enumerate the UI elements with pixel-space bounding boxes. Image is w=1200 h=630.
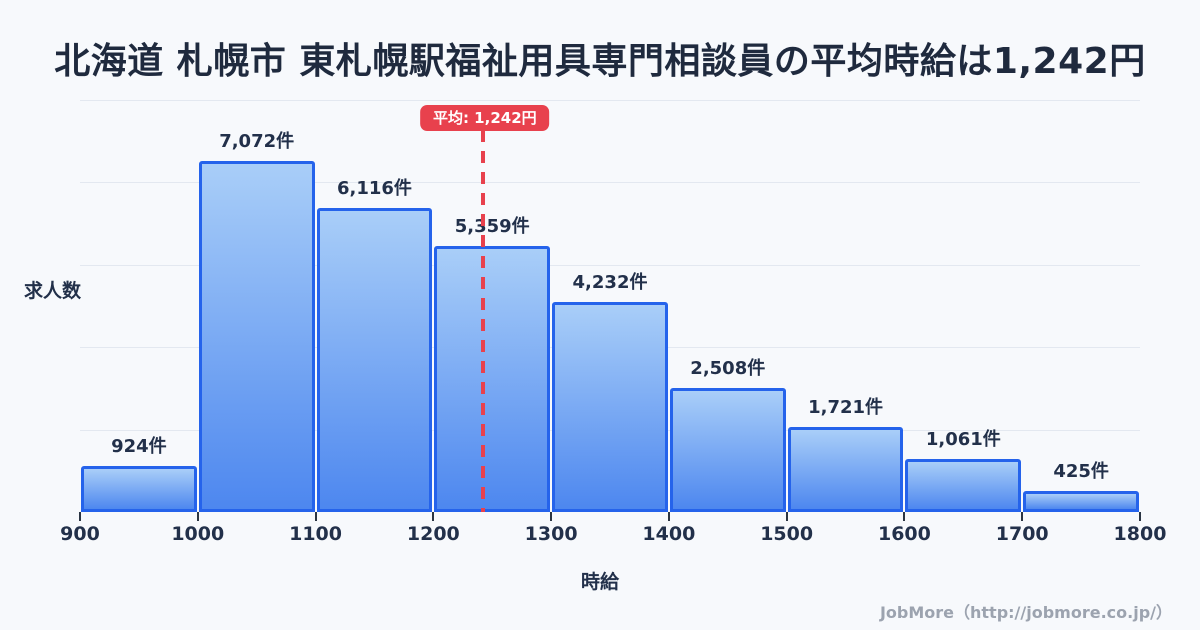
x-axis-label: 時給 — [580, 571, 619, 593]
x-axis-tick — [196, 512, 199, 521]
histogram-bar — [787, 426, 904, 512]
bar-value-label: 924件 — [111, 436, 167, 458]
x-axis-tick — [903, 512, 906, 521]
x-axis-tick — [1021, 512, 1024, 521]
histogram-bar — [81, 466, 197, 512]
x-axis-tick — [79, 512, 81, 521]
x-axis-tick — [432, 512, 435, 521]
y-axis-label: 求人数 — [24, 280, 82, 302]
bar-value-label: 1,061件 — [925, 429, 1001, 451]
histogram-bar — [669, 387, 786, 512]
histogram-bar — [198, 160, 315, 512]
histogram-bar — [552, 301, 668, 512]
x-axis-tick-label: 1700 — [995, 523, 1049, 545]
x-axis-tick — [550, 512, 553, 521]
bar-value-label: 6,116件 — [336, 178, 412, 200]
x-axis-tick-label: 1500 — [760, 523, 814, 545]
histogram-bar — [905, 459, 1022, 512]
bar-value-label: 425件 — [1053, 460, 1109, 482]
x-axis-tick — [314, 512, 317, 521]
page-title: 北海道 札幌市 東札幌駅福祉用具専門相談員の平均時給は1,242円 — [54, 41, 1146, 82]
bar-value-label: 5,359件 — [454, 216, 530, 237]
x-axis-tick-label: 1300 — [524, 523, 578, 545]
gridline — [80, 182, 1140, 184]
x-axis-tick — [1139, 512, 1141, 521]
bar-value-label: 7,072件 — [219, 130, 295, 152]
x-axis-tick-label: 1800 — [1113, 523, 1167, 545]
histogram-bar — [316, 208, 433, 512]
average-line — [480, 130, 485, 512]
histogram-bar — [434, 246, 551, 512]
histogram-bar — [1023, 490, 1139, 512]
gridline — [80, 100, 1140, 101]
gridline — [80, 264, 1140, 266]
bar-value-label: 2,508件 — [690, 357, 766, 379]
bar-value-label: 1,721件 — [808, 396, 884, 418]
x-axis-tick-label: 900 — [60, 523, 100, 545]
x-axis-tick-label: 1200 — [406, 523, 460, 545]
x-axis-tick-label: 1100 — [289, 523, 342, 545]
hourly-wage-histogram: 924件 7,072件 6,116件 5,359件 4,232件 2,508件 1,721件… — [60, 100, 1166, 545]
x-axis-tick-label: 1600 — [877, 523, 931, 545]
x-axis-tick-label: 1400 — [642, 523, 696, 545]
x-axis-tick — [785, 512, 788, 521]
average-badge: 平均: 1,242円 — [419, 105, 550, 131]
bar-value-label: 4,232件 — [572, 271, 648, 293]
x-axis-tick — [667, 512, 670, 521]
x-axis-tick-label: 1000 — [171, 523, 225, 545]
source-credit: JobMore（http://jobmore.co.jp/） — [879, 603, 1172, 622]
